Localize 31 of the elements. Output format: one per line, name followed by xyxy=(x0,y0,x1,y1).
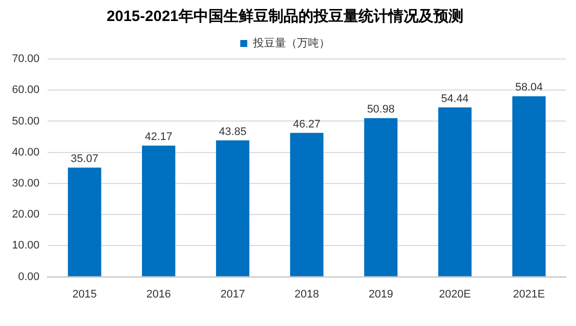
x-tick-label: 2019 xyxy=(368,288,394,300)
x-tick-label: 2017 xyxy=(220,288,245,300)
data-label: 42.17 xyxy=(144,131,172,144)
data-label: 46.27 xyxy=(293,118,321,130)
x-tick-label: 2020E xyxy=(438,288,471,300)
y-tick-label: 70.00 xyxy=(12,53,40,66)
bar xyxy=(216,140,250,276)
data-label: 54.44 xyxy=(441,92,469,105)
y-tick-label: 0.00 xyxy=(18,270,40,283)
x-tick-label: 2016 xyxy=(146,288,171,300)
data-label: 35.07 xyxy=(70,153,98,166)
y-tick-label: 20.00 xyxy=(12,208,40,221)
y-tick-label: 60.00 xyxy=(12,84,40,96)
x-tick-label: 2021E xyxy=(513,288,545,300)
data-label: 50.98 xyxy=(367,104,395,116)
y-tick-label: 10.00 xyxy=(12,240,40,252)
bar xyxy=(512,96,546,276)
bar xyxy=(364,118,398,276)
y-tick-label: 50.00 xyxy=(12,115,40,128)
bar xyxy=(290,132,324,276)
y-tick-label: 40.00 xyxy=(12,146,40,158)
bar xyxy=(142,146,176,276)
y-tick-label: 30.00 xyxy=(12,177,40,190)
chart-title: 2015-2021年中国生鲜豆制品的投豆量统计情况及预测 xyxy=(106,8,464,26)
bar xyxy=(68,168,102,276)
x-tick-label: 2018 xyxy=(294,288,320,300)
data-label: 43.85 xyxy=(218,126,246,138)
bar xyxy=(438,107,472,276)
legend-label: 投豆量（万吨） xyxy=(252,36,330,50)
data-label: 58.04 xyxy=(515,82,543,94)
x-tick-label: 2015 xyxy=(72,288,97,300)
